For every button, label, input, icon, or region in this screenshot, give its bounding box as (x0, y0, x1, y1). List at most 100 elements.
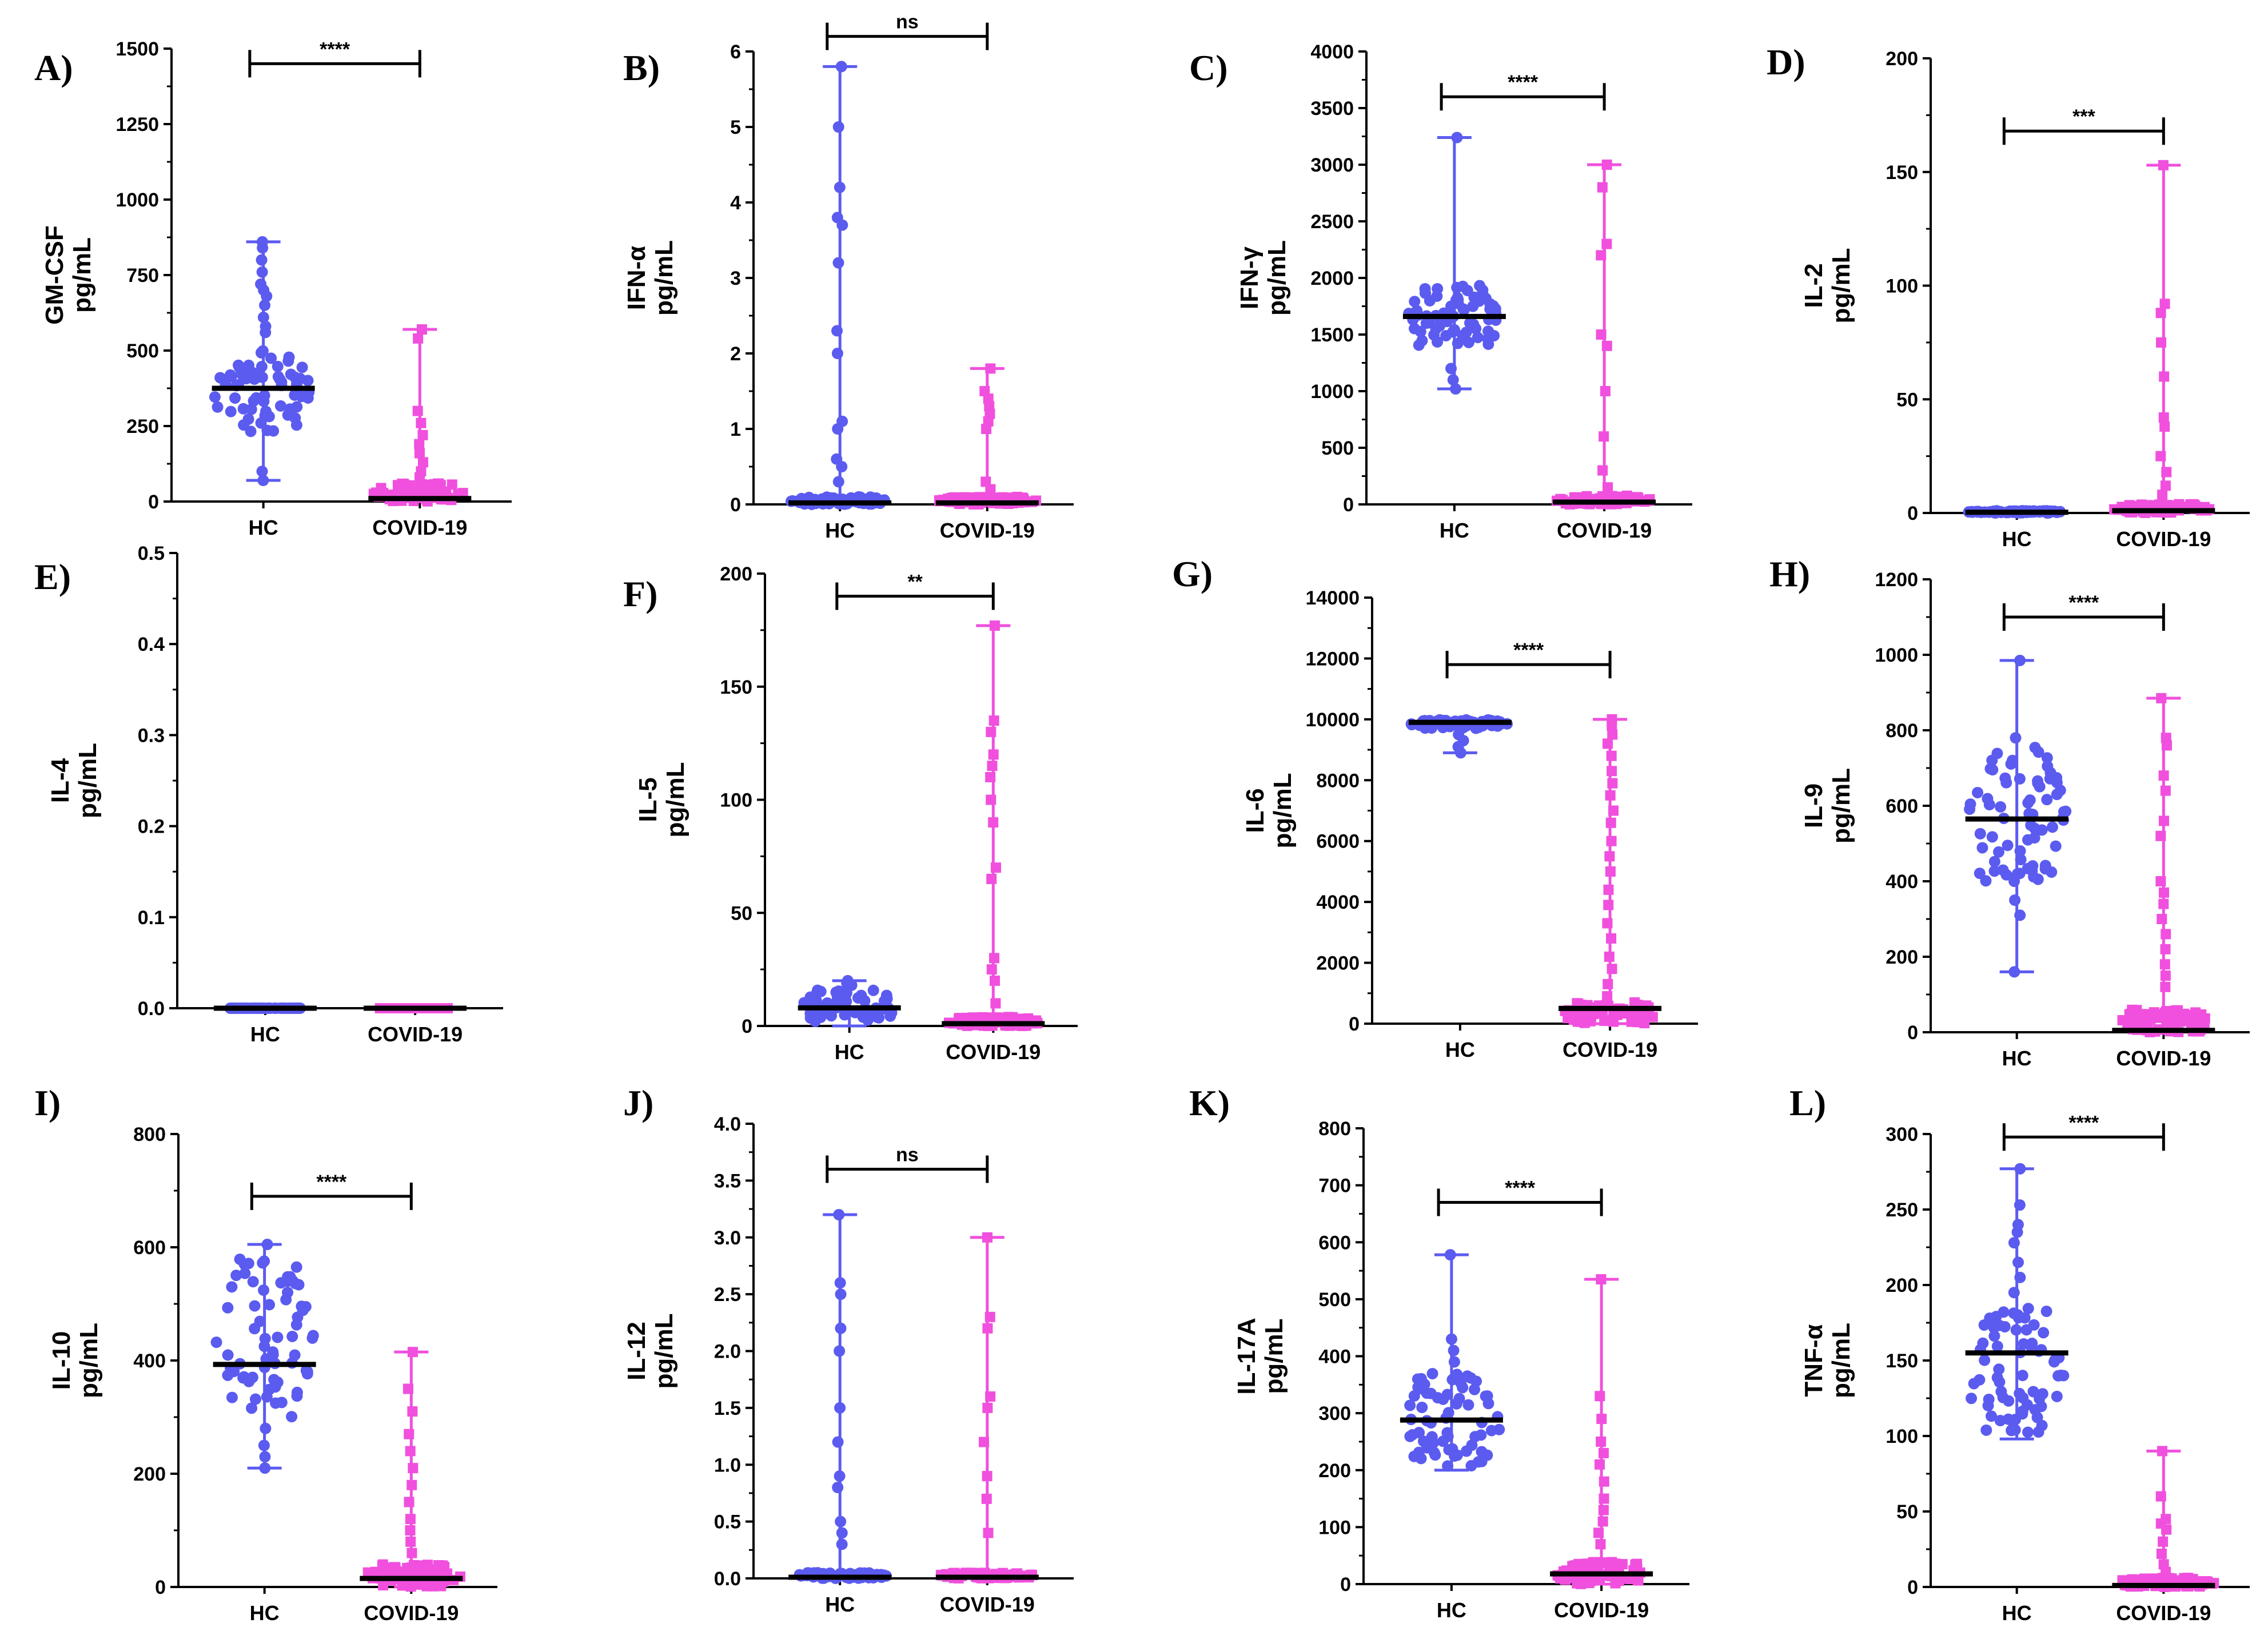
data-point (2003, 1395, 2015, 1407)
y-tick-label: 150 (1886, 162, 1918, 184)
data-point (222, 1349, 234, 1361)
data-point (1482, 338, 1494, 350)
significance-label: ** (907, 571, 923, 593)
x-tick-label: HC (825, 519, 855, 542)
series-covid-19 (942, 620, 1045, 1031)
panel-letter: B) (623, 47, 660, 88)
y-tick-label: 1500 (1310, 324, 1354, 346)
series-covid-19 (360, 1347, 465, 1592)
data-point (832, 257, 844, 269)
data-point (2161, 1566, 2171, 1577)
data-point (429, 1564, 440, 1575)
y-tick-label: 2 (730, 343, 741, 365)
y-tick-label: 1.5 (714, 1398, 741, 1419)
data-point (1431, 290, 1443, 302)
significance-label: ns (896, 1144, 919, 1166)
data-point (2016, 1370, 2028, 1382)
data-point (260, 327, 272, 339)
y-tick-label: 0.2 (138, 816, 165, 838)
data-point (260, 1422, 272, 1434)
data-point (1605, 817, 1616, 828)
y-axis-label: pg/mL (75, 1323, 103, 1398)
series-hc (1965, 1163, 2070, 1441)
data-point (1604, 951, 1615, 962)
panel-letter: H) (1769, 554, 1810, 594)
data-point (990, 975, 1001, 986)
data-point (1448, 1356, 1460, 1368)
data-point (2136, 1019, 2147, 1030)
data-point (1469, 1431, 1481, 1443)
data-point (249, 1323, 261, 1335)
data-point (2158, 1536, 2169, 1547)
y-tick-label: 500 (1321, 437, 1354, 459)
data-point (1983, 1393, 1995, 1405)
x-tick-label: COVID-19 (2116, 1047, 2211, 1070)
data-point (243, 1375, 255, 1387)
data-point (1974, 828, 1986, 840)
y-tick-label: 5 (730, 117, 741, 138)
data-point (405, 1536, 416, 1547)
data-point (286, 1411, 298, 1423)
data-point (2161, 929, 2171, 940)
data-point (1419, 283, 1431, 295)
data-point (2164, 1013, 2175, 1024)
data-point (2032, 1426, 2044, 1438)
data-point (1602, 918, 1613, 929)
data-point (405, 1446, 416, 1457)
data-point (2041, 794, 2053, 806)
data-point (1639, 1018, 1650, 1029)
y-tick-label: 0.0 (714, 1568, 741, 1590)
data-point (985, 771, 996, 782)
x-tick-label: HC (1445, 1038, 1475, 1061)
series-hc (209, 236, 315, 487)
y-tick-label: 0 (1907, 1022, 1918, 1044)
data-point (840, 996, 852, 1008)
y-tick-label: 600 (1318, 1232, 1351, 1254)
data-point (846, 979, 858, 991)
data-point (289, 1349, 301, 1361)
x-tick-label: HC (250, 1601, 280, 1625)
data-point (418, 457, 429, 468)
data-point (1980, 1424, 1992, 1436)
data-point (990, 862, 1001, 873)
data-point (1451, 132, 1463, 144)
data-point (1597, 1516, 1608, 1527)
data-point (1484, 303, 1496, 315)
y-axis-label: pg/mL (1827, 768, 1855, 844)
panel-l: L) TNF-α pg/mL 0 50 100 150 200 250 300 HC COVID-19… (1789, 1083, 2250, 1625)
data-point (2156, 1548, 2167, 1559)
x-tick-label: COVID-19 (1557, 519, 1652, 542)
y-tick-label: 600 (133, 1237, 166, 1259)
data-point (864, 491, 876, 503)
data-point (1988, 856, 2000, 868)
data-point (242, 359, 254, 371)
y-tick-label: 10000 (1305, 709, 1360, 731)
y-axis-label: IL-6 (1241, 788, 1269, 833)
data-point (392, 1566, 403, 1577)
data-point (268, 425, 280, 437)
data-point (2155, 830, 2166, 841)
data-point (2014, 845, 2026, 857)
data-point (982, 1471, 993, 1482)
data-point (1977, 1337, 1989, 1349)
y-axis-label: pg/mL (650, 1314, 678, 1389)
data-point (2156, 337, 2167, 348)
data-point (290, 1261, 302, 1273)
y-tick-label: 4 (730, 192, 741, 214)
data-point (1597, 465, 1608, 476)
panel-e: E) IL-4 pg/mL 0.0 0.1 0.2 0.3 0.4 0.5 HC COVID-19 (34, 543, 503, 1046)
data-point (2162, 740, 2173, 751)
data-point (834, 1345, 846, 1357)
data-point (285, 368, 297, 380)
data-point (290, 419, 302, 431)
data-point (1974, 868, 1986, 880)
data-point (2155, 451, 2166, 462)
data-point (1441, 1389, 1453, 1401)
data-point (2009, 894, 2021, 906)
data-point (1601, 160, 1612, 170)
data-point (2160, 785, 2171, 796)
data-point (2051, 1390, 2063, 1402)
data-point (2160, 944, 2171, 954)
data-point (836, 1527, 848, 1539)
panel-f: F) IL-5 pg/mL 0 50 100 150 200 HC COVID-19 ** (623, 563, 1078, 1064)
